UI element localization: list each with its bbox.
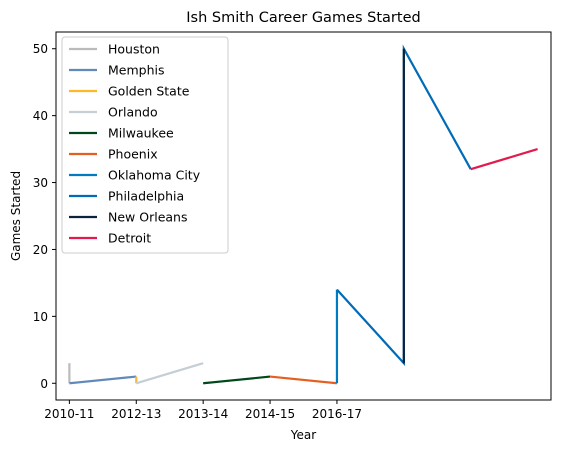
y-axis: 0 10 20 30 40 50	[33, 42, 56, 391]
y-tick-label: 30	[33, 176, 48, 190]
series-line-orlando	[135, 362, 204, 385]
legend-label: Phoenix	[108, 147, 158, 162]
legend-label: New Orleans	[108, 210, 187, 225]
y-axis-label: Games Started	[9, 171, 23, 261]
legend-label: Golden State	[108, 84, 190, 99]
x-tick-label: 2013-14	[178, 407, 228, 421]
x-tick-label: 2014-15	[245, 407, 295, 421]
y-tick-label: 40	[33, 109, 48, 123]
series-layer	[68, 44, 538, 385]
y-tick-label: 10	[33, 310, 48, 324]
y-tick-label: 50	[33, 42, 48, 56]
plot-area	[55, 31, 552, 401]
x-axis-label: Year	[290, 428, 316, 442]
legend-label: Memphis	[108, 63, 165, 78]
plot-frame	[55, 31, 552, 401]
legend-label: Oklahoma City	[108, 168, 201, 183]
x-axis: 2010-11 2012-13 2013-14 2014-15 2016-17	[44, 400, 362, 421]
chart-title: Ish Smith Career Games Started	[186, 10, 420, 26]
series-line-memphis	[69, 375, 137, 385]
series-line-phoenix	[269, 375, 338, 385]
x-tick-label: 2016-17	[312, 407, 362, 421]
x-tick-label: 2010-11	[44, 407, 94, 421]
legend-box	[61, 36, 229, 254]
legend-label: Philadelphia	[108, 189, 184, 204]
x-tick-label: 2012-13	[111, 407, 161, 421]
legend-label: Milwaukee	[108, 126, 174, 141]
legend-label: Houston	[108, 42, 160, 57]
legend: Houston Memphis Golden State Orlando Milwauk…	[61, 36, 229, 254]
series-line-milwaukee	[203, 375, 271, 385]
y-tick-label: 0	[40, 377, 48, 391]
legend-label: Orlando	[108, 105, 158, 120]
legend-label: Detroit	[108, 231, 151, 246]
y-tick-label: 20	[33, 243, 48, 257]
series-line-detroit	[470, 148, 538, 171]
